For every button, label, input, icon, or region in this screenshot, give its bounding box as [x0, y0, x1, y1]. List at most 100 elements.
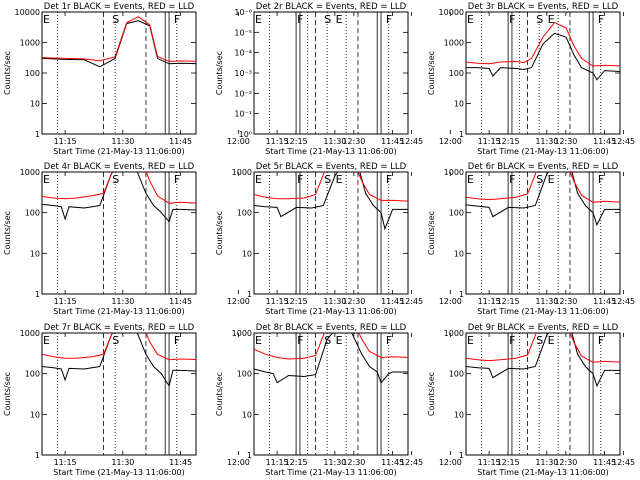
x-tick-label: 12:00 [227, 137, 250, 146]
y-tick-label: 10⁻⁵ [234, 28, 252, 37]
marker-label-E: E [467, 173, 474, 186]
y-tick-label: 100 [25, 370, 40, 379]
plot-frame [465, 171, 621, 295]
marker-label-E: E [336, 334, 343, 347]
y-tick-label: 10 [454, 410, 464, 419]
x-tick-label: 11:45 [169, 458, 192, 467]
y-tick-label: 10 [30, 410, 40, 419]
y-tick-label: 100 [25, 209, 40, 218]
marker-label-S: S [324, 334, 331, 347]
x-tick-label: 11:30 [535, 458, 558, 467]
x-tick-label: 11:15 [266, 297, 289, 306]
x-axis-label: Start Time (21-May-13 11:06:00) [53, 307, 184, 316]
marker-label-E: E [467, 334, 474, 347]
panel-title: Det 1r BLACK = Events, RED = LLD [44, 2, 195, 12]
marker-label-E: E [336, 173, 343, 186]
y-tick-label: 1 [459, 130, 464, 139]
x-tick-label: 12:15 [497, 297, 520, 306]
y-tick-label: 1 [459, 290, 464, 299]
marker-label-F: F [297, 334, 303, 347]
marker-label-E: E [255, 13, 262, 26]
y-axis-label: Counts/sec [427, 51, 436, 95]
marker-label-E: E [467, 13, 474, 26]
y-tick-label: 10⁰ [239, 130, 252, 139]
marker-label-S: S [324, 173, 331, 186]
x-tick-label: 12:45 [612, 137, 635, 146]
marker-label-S: S [112, 173, 119, 186]
x-tick-label: 11:45 [169, 137, 192, 146]
marker-label-S: S [112, 334, 119, 347]
y-tick-label: 10 [454, 249, 464, 258]
series-line-events [466, 333, 620, 388]
y-tick-label: 100 [449, 370, 464, 379]
marker-label-S: S [112, 13, 119, 26]
y-tick-label: 10⁻⁴ [234, 49, 252, 58]
y-axis-label: Counts/sec [3, 51, 12, 95]
y-axis-label: Counts/sec [3, 211, 12, 255]
x-tick-label: 12:15 [285, 137, 308, 146]
y-axis-label: Counts/sec [215, 211, 224, 255]
y-tick-label: 1000 [444, 329, 464, 338]
y-tick-label: 10 [454, 100, 464, 109]
x-axis-label: Start Time (21-May-13 11:06:00) [477, 147, 608, 156]
x-tick-label: 11:15 [54, 297, 77, 306]
x-tick-label: 12:00 [439, 458, 462, 467]
marker-label-S: S [536, 334, 543, 347]
marker-label-E: E [255, 334, 262, 347]
marker-label-E: E [548, 334, 555, 347]
x-tick-label: 11:15 [478, 137, 501, 146]
plot-frame [41, 332, 197, 456]
panel-title: Det 5r BLACK = Events, RED = LLD [256, 162, 407, 172]
marker-label-E: E [548, 13, 555, 26]
y-tick-label: 1000 [232, 168, 252, 177]
x-tick-label: 11:30 [111, 297, 134, 306]
x-tick-label: 11:30 [323, 458, 346, 467]
y-tick-label: 100 [449, 209, 464, 218]
x-axis-label: Start Time (21-May-13 11:06:00) [265, 468, 396, 477]
x-tick-label: 12:30 [342, 137, 365, 146]
series-line-events [42, 172, 196, 223]
panel-title: Det 6r BLACK = Events, RED = LLD [468, 162, 619, 172]
x-tick-label: 11:30 [535, 297, 558, 306]
x-tick-label: 11:45 [381, 137, 404, 146]
y-tick-label: 1000 [444, 168, 464, 177]
x-tick-label: 11:45 [593, 297, 616, 306]
x-tick-label: 11:15 [266, 137, 289, 146]
marker-label-E: E [336, 13, 343, 26]
y-tick-label: 1 [35, 130, 40, 139]
series-line-lld [42, 172, 196, 204]
series-line-lld [254, 333, 408, 360]
x-tick-label: 11:30 [323, 137, 346, 146]
x-axis-label: Start Time (21-May-13 11:06:00) [477, 468, 608, 477]
x-axis-label: Start Time (21-May-13 11:06:00) [477, 307, 608, 316]
series-line-events [466, 32, 620, 81]
series-line-lld [254, 172, 408, 202]
series-line-events [42, 333, 196, 388]
x-axis-label: Start Time (21-May-13 11:06:00) [265, 147, 396, 156]
x-tick-label: 11:45 [169, 297, 192, 306]
x-tick-label: 12:15 [285, 458, 308, 467]
x-tick-label: 11:30 [323, 297, 346, 306]
x-tick-label: 11:15 [266, 458, 289, 467]
y-axis-label: Counts/sec [215, 51, 224, 95]
series-line-events [254, 333, 408, 384]
plot-frame [465, 332, 621, 456]
plot-frame [253, 11, 409, 135]
y-axis-label: Counts/sec [427, 372, 436, 416]
x-tick-label: 11:45 [381, 297, 404, 306]
x-tick-label: 11:45 [593, 458, 616, 467]
y-tick-label: 10 [30, 249, 40, 258]
y-tick-label: 10 [242, 249, 252, 258]
x-tick-label: 11:45 [593, 137, 616, 146]
x-tick-label: 11:15 [54, 458, 77, 467]
x-tick-label: 12:45 [400, 458, 423, 467]
panel-9: Det 9r BLACK = Events, RED = LLDESFFE11:… [427, 323, 621, 477]
panel-title: Det 3r BLACK = Events, RED = LLD [468, 2, 619, 12]
series-line-events [466, 172, 620, 227]
marker-label-F: F [297, 13, 303, 26]
y-tick-label: 1000 [444, 39, 464, 48]
